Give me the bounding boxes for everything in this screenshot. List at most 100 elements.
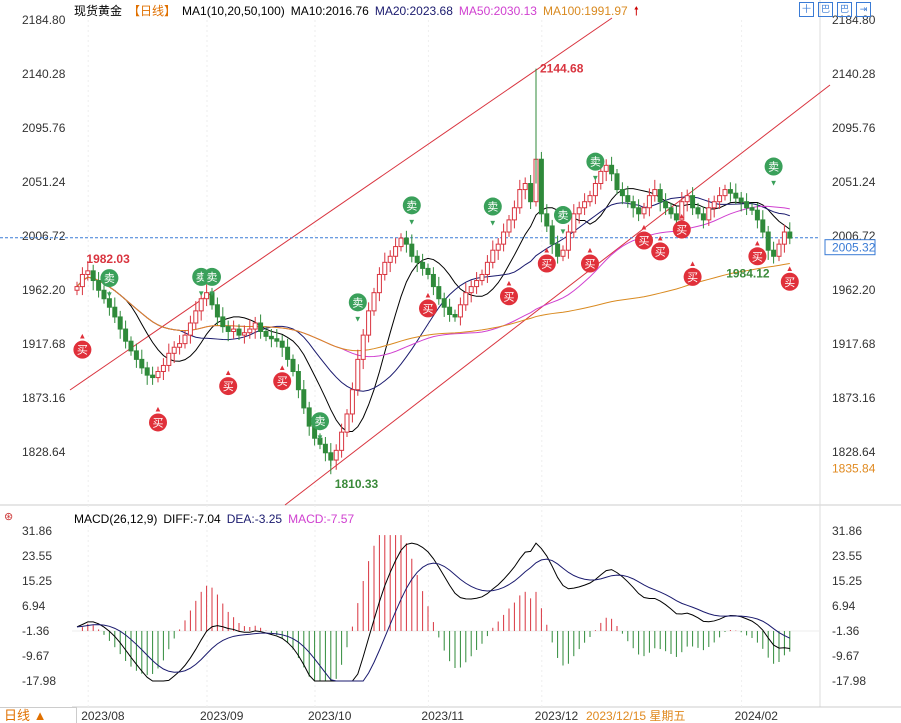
price-tick-right: 1917.68 — [832, 337, 876, 351]
arrow-up-icon[interactable]: 🠕 — [633, 4, 639, 18]
candle-body — [538, 158, 544, 215]
sell-arrows-icon: ▼ — [770, 179, 778, 188]
buy-arrows-icon: ▲ — [640, 223, 648, 232]
buy-signal — [581, 254, 599, 273]
channel-lower-line — [284, 84, 831, 506]
candle-body — [544, 213, 550, 227]
buy-signal — [149, 413, 167, 432]
x-tick-label: 2023/12 — [535, 709, 579, 723]
buy-arrows-icon: ▲ — [224, 368, 232, 377]
candle-body — [387, 255, 393, 263]
candle-body — [225, 326, 231, 332]
candle-body — [295, 371, 301, 391]
ma10-value: MA10:2016.76 — [290, 4, 369, 18]
price-tick-left: 2184.80 — [22, 13, 66, 27]
instrument-name: 现货黄金 — [74, 4, 123, 18]
zoom-in-button[interactable]: 巴 — [818, 2, 833, 17]
x-tick-label: 2023/09 — [200, 709, 244, 723]
signal-label: 卖 — [196, 271, 207, 284]
price-tick-left: 2140.28 — [22, 67, 66, 81]
candle-body — [79, 273, 85, 288]
sell-signal — [203, 267, 221, 286]
sell-signal — [402, 196, 421, 215]
macd-name: MACD(26,12,9) — [74, 512, 158, 526]
buy-arrows-icon: ▲ — [678, 212, 686, 221]
candle-body — [301, 389, 307, 409]
macd-tick-left: -1.36 — [22, 624, 50, 638]
candle-body — [241, 332, 247, 336]
candle-body — [150, 374, 156, 379]
candle-body — [123, 328, 129, 342]
candle-body — [468, 286, 474, 294]
candle-body — [565, 231, 571, 251]
sell-arrows-icon: ▼ — [408, 217, 416, 226]
candle-body — [74, 286, 80, 291]
candle-body — [754, 209, 760, 221]
macd-tick-right: 23.55 — [832, 549, 862, 563]
diff-line — [76, 542, 790, 682]
candle-body — [128, 340, 134, 352]
candle-body — [700, 213, 706, 221]
candle-body — [360, 334, 366, 360]
candle-body — [96, 280, 102, 291]
candle-body — [328, 452, 334, 461]
buy-signal — [73, 340, 92, 359]
ma100-line — [76, 262, 790, 352]
buy-signal — [748, 247, 767, 266]
candle-body — [636, 207, 642, 215]
candle-body — [274, 338, 280, 342]
candle-body — [528, 183, 534, 203]
signal-label: 卖 — [315, 415, 326, 428]
signal-label: 买 — [504, 290, 515, 303]
candle-body — [749, 207, 755, 211]
candle-body — [403, 237, 409, 245]
buy-signal — [419, 299, 437, 318]
candle-body — [646, 195, 652, 209]
candle-body — [771, 249, 777, 257]
candle-body — [106, 298, 112, 308]
candle-body — [663, 201, 669, 209]
scroll-end-button[interactable]: ⇥ — [856, 2, 871, 17]
candle-body — [209, 292, 215, 306]
candle-body — [382, 261, 388, 275]
candle-body — [409, 243, 415, 257]
candle-body — [781, 231, 787, 245]
price-tick-right: 1828.64 — [832, 445, 876, 459]
candle-body — [479, 273, 485, 282]
buy-arrows-icon: ▲ — [656, 233, 664, 242]
candle-body — [171, 346, 177, 354]
candle-body — [744, 201, 750, 209]
zoom-out-button[interactable]: 巴 — [837, 2, 852, 17]
candle-body — [495, 243, 501, 251]
buy-signal — [273, 372, 292, 391]
candle-body — [609, 164, 615, 175]
candle-body — [393, 246, 399, 257]
sell-arrows-icon: ▼ — [591, 174, 599, 183]
crosshair-button[interactable]: 十 — [799, 2, 814, 17]
signal-label: 买 — [223, 380, 234, 393]
candle-body — [501, 231, 507, 245]
candle-body — [776, 243, 782, 257]
period-label: 【日线】 — [128, 4, 177, 18]
ma20-value: MA20:2023.68 — [374, 4, 453, 18]
candle-body — [101, 289, 107, 300]
ma-indicator[interactable]: MA1(10,20,50,100) — [182, 4, 285, 18]
candle-body — [641, 207, 647, 215]
macd-tick-right: 31.86 — [832, 524, 862, 538]
x-tick-label: 2023/08 — [81, 709, 125, 723]
toolbar: 十 巴 巴 ⇥ — [799, 2, 871, 17]
sell-arrows-icon: ▼ — [197, 289, 205, 298]
price-annotation: 1982.03 — [86, 252, 130, 266]
buy-signal — [683, 267, 702, 286]
candle-body — [160, 364, 166, 373]
candle-body — [198, 298, 204, 312]
candle-body — [711, 201, 717, 209]
candle-body — [214, 304, 220, 318]
sell-signal — [311, 412, 329, 431]
buy-signal — [672, 220, 691, 239]
period-button[interactable]: 日线 ▲ — [0, 707, 77, 723]
buy-signal — [635, 231, 653, 250]
candle-body — [231, 328, 237, 332]
candle-body — [684, 195, 690, 203]
